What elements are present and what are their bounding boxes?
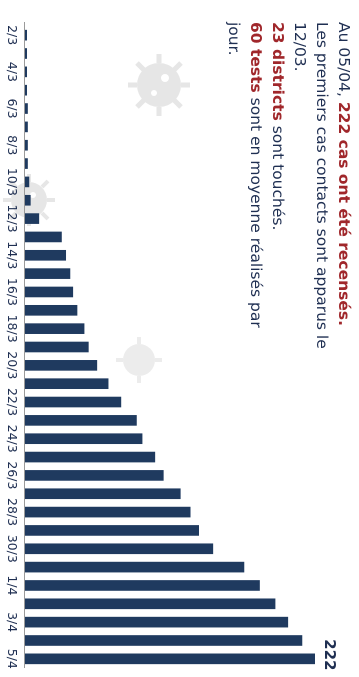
x-tick-label: 2/3: [5, 25, 20, 45]
bar-13-3: [25, 231, 62, 243]
x-tick-label: 28/3: [5, 498, 20, 526]
x-tick-label: 24/3: [5, 425, 20, 453]
x-tick-label: 14/3: [5, 241, 20, 269]
virus-icon: [128, 54, 190, 116]
bar-1-4: [25, 580, 260, 591]
bar-16-3: [25, 286, 74, 298]
bar-7-3: [24, 121, 28, 133]
x-tick-label: 16/3: [5, 278, 20, 306]
x-tick-label: 20/3: [5, 351, 20, 379]
bar-17-3: [24, 304, 78, 316]
bar-14-3: [24, 249, 67, 261]
x-tick-label: 30/3: [5, 535, 20, 563]
bar-4-4: [25, 635, 303, 646]
bar-27-3: [25, 488, 181, 500]
bar-26-3: [25, 470, 164, 481]
bar-3-4: [25, 616, 289, 628]
bar-18-3: [25, 323, 85, 334]
bar-25-3: [25, 451, 156, 463]
x-tick-label: 1/4: [5, 575, 20, 595]
bar-8-3: [24, 139, 28, 151]
bar-5-3: [25, 84, 27, 96]
virus-icon: [116, 337, 162, 383]
bar-29-3: [25, 525, 199, 536]
bar-5-4: [25, 653, 315, 665]
bar-30-3: [25, 543, 214, 555]
bar-12-3: [24, 213, 40, 224]
x-tick-label: 5/4: [5, 649, 20, 669]
bar-15-3: [24, 268, 71, 279]
bar-data-label: 222: [321, 639, 339, 670]
bar-20-3: [24, 360, 98, 371]
bar-28-3: [25, 506, 191, 518]
bar-11-3: [25, 194, 31, 206]
x-tick-label: 26/3: [5, 461, 20, 489]
bar-4-3: [25, 66, 27, 78]
bar-3-3: [25, 48, 27, 59]
bar-31-3: [24, 561, 245, 573]
x-tick-label: 22/3: [5, 388, 20, 416]
x-tick-label: 4/3: [5, 62, 20, 82]
x-tick-label: 6/3: [5, 98, 20, 118]
bar-2-3: [25, 29, 27, 41]
x-tick-label: 12/3: [5, 205, 20, 233]
bar-22-3: [25, 396, 122, 408]
x-tick-label: 18/3: [5, 315, 20, 343]
bar-24-3: [25, 433, 143, 445]
x-tick-label: 8/3: [5, 135, 20, 155]
bar-23-3: [24, 415, 137, 426]
bar-10-3: [24, 176, 30, 188]
x-tick-label: 3/4: [5, 612, 20, 632]
bar-19-3: [25, 341, 89, 353]
bar-2-4: [25, 598, 276, 610]
x-tick-label: 10/3: [5, 168, 20, 196]
bar-6-3: [24, 103, 28, 114]
bar-9-3: [24, 158, 28, 169]
bar-21-3: [25, 378, 109, 390]
